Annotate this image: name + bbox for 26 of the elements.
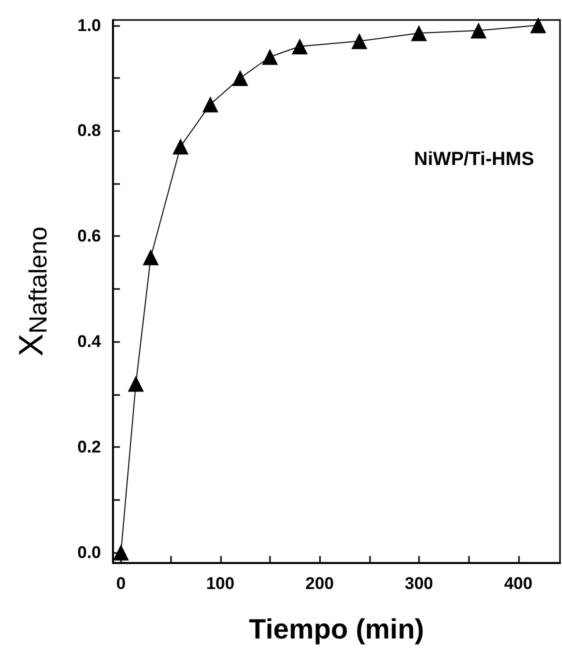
point	[470, 22, 487, 39]
point	[128, 376, 144, 392]
y-tick-label: 0.6	[77, 226, 101, 246]
x-tick-label: 200	[305, 574, 334, 593]
point	[262, 48, 278, 65]
point	[292, 38, 308, 54]
point	[351, 33, 368, 50]
y-tick-label: 0.2	[77, 438, 101, 457]
point	[410, 25, 427, 42]
annotation: NiWP/Ti-HMS	[414, 149, 534, 170]
x-tick-label: 100	[206, 574, 234, 593]
point	[530, 17, 546, 34]
y-axis-title: XNaftaleno	[12, 226, 52, 356]
point	[232, 70, 248, 86]
y-tick-label: 0.4	[77, 332, 102, 352]
point	[172, 138, 189, 155]
point	[202, 96, 218, 112]
x-axis-title: Tiempo (min)	[248, 614, 424, 644]
y-tick-label: 0.8	[77, 121, 101, 140]
x-tick-label: 0	[116, 574, 126, 593]
y-tick-label: 1.0	[77, 16, 101, 35]
y-tick-label: 0.0	[77, 542, 101, 562]
point	[112, 544, 129, 560]
point	[142, 249, 159, 266]
x-tick-label: 300	[404, 574, 434, 593]
x-tick-label: 400	[504, 574, 532, 593]
